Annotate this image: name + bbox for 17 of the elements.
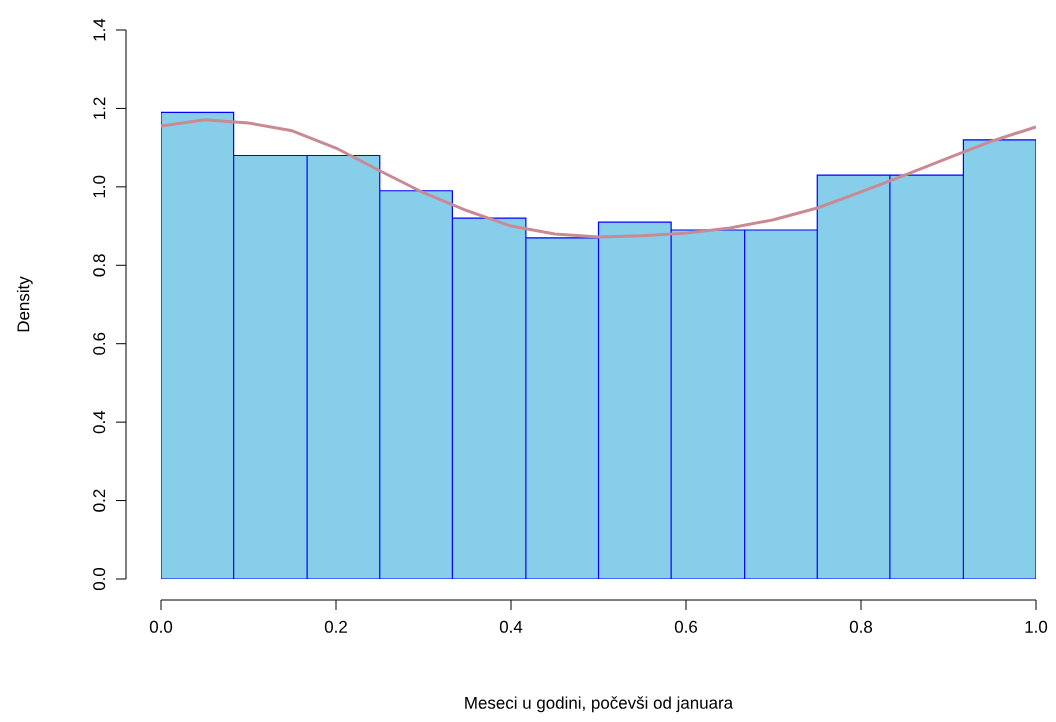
y-axis-title: Density: [16, 276, 33, 332]
y-tick-label: 1.2: [93, 97, 106, 119]
x-tick-label: 1.0: [1025, 620, 1048, 633]
y-tick-label: 0.8: [93, 254, 106, 277]
y-tick-label: 0.0: [93, 567, 106, 591]
x-tick-label: 0.4: [499, 620, 523, 633]
y-tick-label: 0.2: [93, 489, 106, 512]
x-axis-title: Meseci u godini, počevši od januara: [465, 696, 734, 713]
x-tick-label: 0.2: [324, 620, 347, 633]
x-tick-label: 0.6: [674, 620, 698, 633]
y-tick-label: 0.6: [93, 332, 106, 355]
y-tick-label: 0.4: [93, 410, 106, 434]
x-tick-label: 0.0: [149, 620, 173, 633]
line-series: [161, 118, 1037, 239]
y-tick-label: 1.0: [93, 175, 106, 198]
y-tick-label: 1.4: [93, 18, 106, 41]
x-tick-label: 0.8: [849, 620, 873, 633]
